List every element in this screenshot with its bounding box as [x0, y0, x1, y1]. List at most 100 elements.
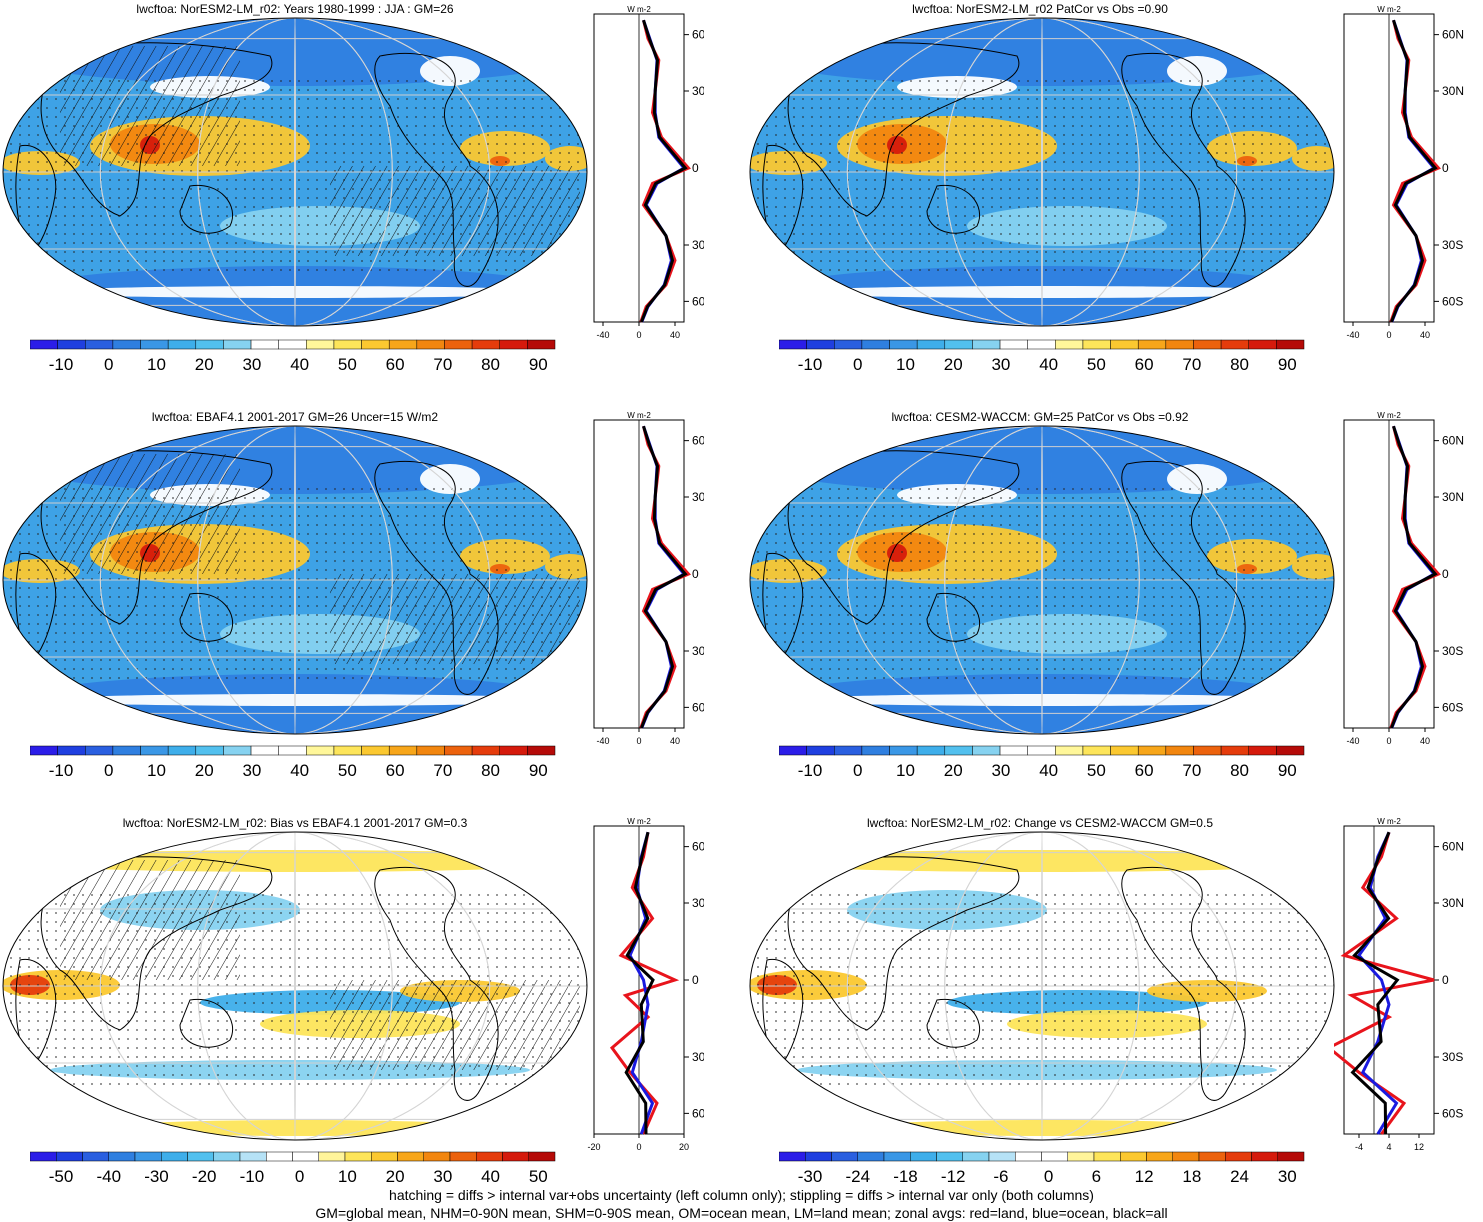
- zonal-units: W m-2: [627, 411, 651, 420]
- colorbar-tick-label: 10: [147, 355, 166, 374]
- colorbar-tick-label: 0: [104, 355, 113, 374]
- colorbar-tick-label: -20: [192, 1167, 217, 1186]
- lat-tick-label: 60S: [692, 294, 704, 308]
- colorbar-tick-label: 12: [1135, 1167, 1154, 1186]
- lat-tick-label: 60N: [692, 840, 704, 854]
- lat-tick-label: 0: [1442, 973, 1449, 987]
- lat-tick-label: 60S: [1442, 700, 1463, 714]
- zonal-x-tick-label: 4: [1386, 1142, 1391, 1152]
- colorbar-tick-label: -10: [240, 1167, 265, 1186]
- colorbar-tick-label: 60: [1135, 355, 1154, 374]
- colorbar-tick-label: 90: [529, 761, 548, 780]
- colorbar-tick-label: 90: [529, 355, 548, 374]
- zonal-x-tick-label: -40: [596, 330, 609, 340]
- colorbar-tick-label: -50: [49, 1167, 74, 1186]
- colorbar-tick-label: 60: [386, 761, 405, 780]
- colorbar-tick-label: 50: [1087, 355, 1106, 374]
- colorbar: -10 0 10 20 30 40 50 60 70 80 90: [779, 745, 1305, 780]
- lat-tick-label: 30N: [1442, 84, 1464, 98]
- lat-tick-label: 60S: [1442, 294, 1463, 308]
- colorbar-tick-label: 90: [1278, 355, 1297, 374]
- lat-tick-label: 0: [1442, 567, 1449, 581]
- colorbar-tick-label: 10: [338, 1167, 357, 1186]
- colorbar-tick-label: -10: [49, 761, 74, 780]
- zonal-x-tick-label: 12: [1414, 1142, 1424, 1152]
- colorbar-tick-label: 20: [944, 355, 963, 374]
- zonal-all-line: [1350, 831, 1400, 1135]
- colorbar-tick-label: -12: [941, 1167, 966, 1186]
- zonal-units: W m-2: [1377, 5, 1401, 14]
- zonal-ocean-line: [1357, 831, 1399, 1135]
- lat-tick-label: 60S: [692, 1106, 704, 1120]
- lat-tick-label: 30S: [1442, 644, 1463, 658]
- lat-tick-label: 60N: [1442, 28, 1464, 42]
- zonal-all-line: [1390, 425, 1438, 729]
- colorbar-tick-label: 40: [1039, 761, 1058, 780]
- colorbar-tick-label: 70: [1182, 355, 1201, 374]
- colorbar-tick-label: 30: [433, 1167, 452, 1186]
- zonal-x-tick-label: -20: [587, 1142, 600, 1152]
- zonal-x-tick-label: 40: [1420, 330, 1430, 340]
- lat-tick-label: 60S: [1442, 1106, 1463, 1120]
- colorbar-tick-label: 18: [1182, 1167, 1201, 1186]
- lat-tick-label: 60N: [692, 28, 704, 42]
- colorbar-tick-label: 60: [1135, 761, 1154, 780]
- colorbar: -30 -24 -18 -12 -6 0 6 12 18 24 30: [779, 1151, 1305, 1186]
- lat-tick-label: 0: [692, 567, 699, 581]
- zonal-mean-plot: W m-2 60N 30N 0 30S 60S -20 0 20: [587, 817, 704, 1152]
- colorbar-tick-label: 20: [386, 1167, 405, 1186]
- zonal-all-line: [640, 19, 688, 323]
- colorbar-tick-label: -18: [893, 1167, 918, 1186]
- colorbar-tick-label: 10: [147, 761, 166, 780]
- panel-title: lwcftoa: NorESM2-LM_r02 PatCor vs Obs =0…: [912, 2, 1168, 16]
- colorbar-tick-label: 60: [386, 355, 405, 374]
- colorbar-tick-label: 30: [242, 355, 261, 374]
- colorbar-tick-label: 30: [991, 761, 1010, 780]
- zonal-x-tick-label: 40: [1420, 736, 1430, 746]
- zonal-all-line: [1390, 19, 1438, 323]
- lat-tick-label: 30N: [692, 84, 704, 98]
- zonal-units: W m-2: [627, 817, 651, 826]
- zonal-x-tick-label: 0: [636, 1142, 641, 1152]
- lat-tick-label: 30N: [1442, 490, 1464, 504]
- colorbar-tick-label: 20: [195, 761, 214, 780]
- zonal-x-tick-label: 0: [636, 330, 641, 340]
- map-plot: [2, 17, 588, 327]
- lat-tick-label: 0: [692, 161, 699, 175]
- colorbar-tick-label: 24: [1230, 1167, 1249, 1186]
- zonal-x-tick-label: 0: [1386, 330, 1391, 340]
- footer-note-1: hatching = diffs > internal var+obs unce…: [389, 1187, 1094, 1203]
- lat-tick-label: 30S: [1442, 1050, 1463, 1064]
- colorbar: -10 0 10 20 30 40 50 60 70 80 90: [30, 339, 556, 374]
- lat-tick-label: 30N: [1442, 896, 1464, 910]
- panel-title: lwcftoa: NorESM2-LM_r02: Years 1980-1999…: [136, 2, 454, 16]
- lat-tick-label: 30S: [692, 644, 704, 658]
- colorbar-tick-label: 90: [1278, 761, 1297, 780]
- colorbar-tick-label: 70: [1182, 761, 1201, 780]
- zonal-x-tick-label: 40: [670, 330, 680, 340]
- zonal-units: W m-2: [627, 5, 651, 14]
- colorbar-tick-label: 50: [338, 355, 357, 374]
- lat-tick-label: 30S: [692, 1050, 704, 1064]
- colorbar-tick-label: 40: [1039, 355, 1058, 374]
- colorbar-tick-label: -30: [798, 1167, 823, 1186]
- colorbar-tick-label: 50: [1087, 761, 1106, 780]
- lat-tick-label: 30S: [1442, 238, 1463, 252]
- colorbar-tick-label: -24: [845, 1167, 870, 1186]
- lat-tick-label: 30N: [692, 490, 704, 504]
- colorbar-tick-label: 0: [853, 355, 862, 374]
- colorbar-tick-label: -10: [49, 355, 74, 374]
- colorbar-tick-label: -10: [798, 355, 823, 374]
- zonal-x-tick-label: -40: [1346, 330, 1359, 340]
- footer-note-2: GM=global mean, NHM=0-90N mean, SHM=0-90…: [315, 1205, 1168, 1221]
- zonal-x-tick-label: 0: [636, 736, 641, 746]
- zonal-mean-plot: W m-2 60N 30N 0 30S 60S -40 0 40: [1343, 411, 1464, 746]
- lat-tick-label: 30N: [692, 896, 704, 910]
- zonal-x-tick-label: 0: [1386, 736, 1391, 746]
- colorbar-tick-label: 0: [104, 761, 113, 780]
- zonal-mean-plot: W m-2 60N 30N 0 30S 60S -40 0 40: [593, 5, 704, 340]
- panel-title: lwcftoa: CESM2-WACCM: GM=25 PatCor vs Ob…: [891, 410, 1189, 424]
- colorbar-tick-label: 80: [481, 355, 500, 374]
- colorbar-tick-label: 40: [290, 355, 309, 374]
- map-plot: [749, 17, 1335, 327]
